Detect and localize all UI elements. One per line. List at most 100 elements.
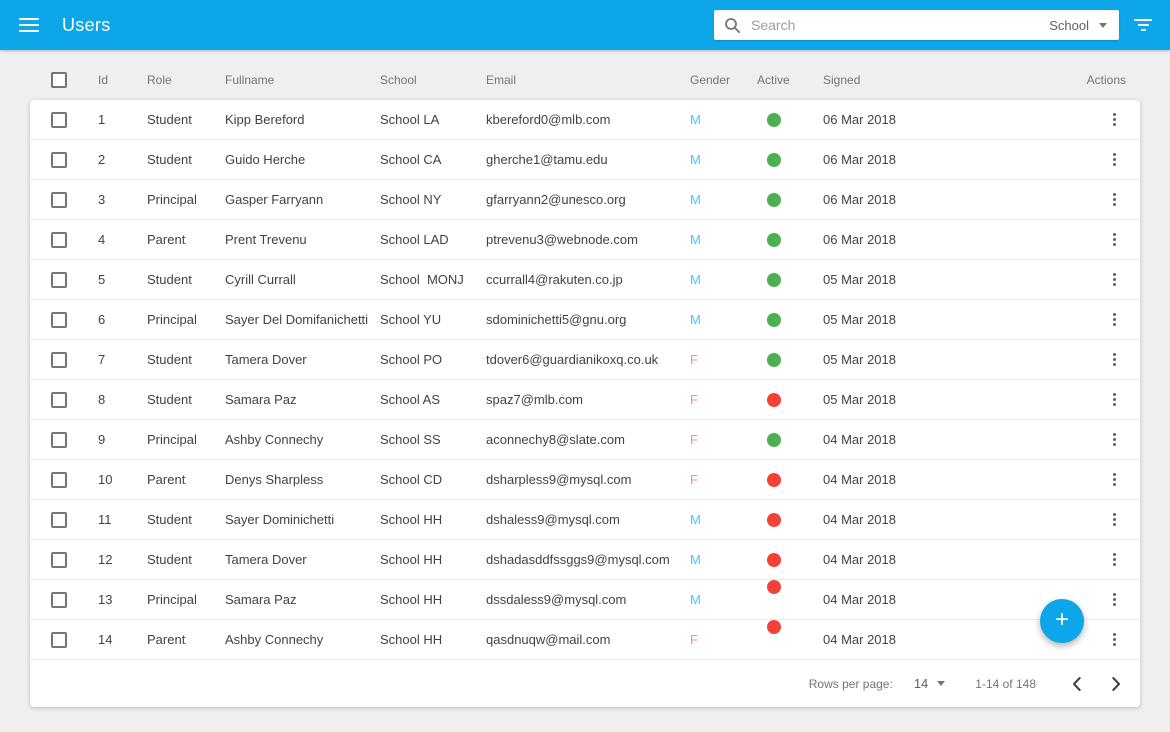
cell-id: 10 [98, 472, 113, 487]
row-checkbox[interactable] [51, 111, 67, 128]
cell-active [757, 112, 823, 127]
cell-gender: F [690, 632, 698, 647]
rows-per-page-label: Rows per page: [808, 676, 893, 691]
row-actions-kebab-icon[interactable] [1107, 269, 1122, 290]
cell-school: School CA [380, 152, 442, 167]
inactive-status-dot [767, 512, 781, 527]
row-actions-kebab-icon[interactable] [1107, 229, 1122, 250]
row-checkbox[interactable] [51, 431, 67, 448]
cell-id: 2 [98, 152, 106, 167]
row-actions-kebab-icon[interactable] [1107, 429, 1122, 450]
column-header-gender: Gender [690, 73, 731, 87]
row-actions-kebab-icon[interactable] [1107, 509, 1122, 530]
row-checkbox[interactable] [51, 151, 67, 168]
cell-role: Student [147, 152, 192, 167]
cell-role: Parent [147, 632, 186, 647]
row-actions-kebab-icon[interactable] [1107, 629, 1122, 650]
row-actions-kebab-icon[interactable] [1107, 469, 1122, 490]
search-scope-value: School [1049, 17, 1089, 33]
cell-id: 7 [98, 352, 106, 367]
cell-fullname: Tamera Dover [225, 352, 307, 367]
table-row: 10 Parent Denys Sharpless School CD dsharple… [30, 460, 1140, 500]
cell-id: 11 [98, 512, 112, 527]
row-checkbox[interactable] [51, 191, 67, 208]
row-checkbox[interactable] [51, 391, 67, 408]
row-actions-kebab-icon[interactable] [1107, 149, 1122, 170]
cell-role: Principal [147, 432, 197, 447]
row-checkbox[interactable] [51, 471, 67, 488]
table-row: 13 Principal Samara Paz School HH dssdaless9… [30, 579, 1140, 620]
row-actions-kebab-icon[interactable] [1107, 309, 1122, 330]
next-page-button[interactable] [1104, 672, 1128, 696]
cell-fullname: Guido Herche [225, 152, 306, 167]
cell-school: School HH [380, 512, 443, 527]
cell-active [757, 192, 823, 207]
cell-email: qasdnuqw@mail.com [486, 632, 611, 647]
cell-signed: 06 Mar 2018 [823, 232, 896, 247]
cell-fullname: Cyrill Currall [225, 272, 296, 287]
chevron-right-icon [1111, 676, 1120, 691]
cell-active [757, 352, 823, 367]
pagination-range-label: 1-14 of 148 [975, 676, 1036, 691]
column-header-fullname: Fullname [225, 73, 275, 87]
chevron-down-icon [1099, 22, 1107, 28]
row-actions-kebab-icon[interactable] [1107, 189, 1122, 210]
add-user-fab[interactable]: + [1040, 599, 1084, 643]
column-header-signed: Signed [823, 73, 861, 87]
inactive-status-dot [767, 619, 781, 634]
row-checkbox-cell [51, 191, 98, 208]
cell-email: ptrevenu3@webnode.com [486, 232, 638, 247]
search-scope-dropdown[interactable]: School [1049, 18, 1107, 33]
cell-active [757, 619, 823, 647]
cell-active [757, 552, 823, 567]
cell-fullname: Ashby Connechy [225, 632, 324, 647]
row-actions-kebab-icon[interactable] [1107, 589, 1122, 610]
cell-role: Parent [147, 232, 186, 247]
table-row: 7 Student Tamera Dover School PO tdover6@gua… [30, 340, 1140, 380]
row-checkbox[interactable] [51, 231, 67, 248]
rows-per-page-value: 14 [913, 676, 929, 691]
row-actions-kebab-icon[interactable] [1107, 349, 1122, 370]
cell-school: School LAD [380, 232, 449, 247]
row-checkbox[interactable] [51, 591, 67, 608]
cell-signed: 04 Mar 2018 [823, 592, 896, 607]
cell-school: School MONJ [380, 272, 464, 287]
row-checkbox[interactable] [51, 271, 67, 288]
previous-page-button[interactable] [1064, 672, 1088, 696]
cell-email: dsharpless9@mysql.com [486, 472, 632, 487]
active-status-dot [767, 152, 781, 167]
header-checkbox-cell [51, 72, 98, 88]
row-actions-kebab-icon[interactable] [1107, 389, 1122, 410]
cell-id: 4 [98, 232, 106, 247]
search-box[interactable]: School [714, 10, 1119, 40]
cell-school: School LA [380, 112, 440, 127]
row-checkbox[interactable] [51, 351, 67, 368]
cell-email: sdominichetti5@gnu.org [486, 312, 627, 327]
row-checkbox[interactable] [51, 311, 67, 328]
row-checkbox[interactable] [51, 631, 67, 648]
cell-role: Student [147, 352, 192, 367]
table-row: 1 Student Kipp Bereford School LA kbereford0… [30, 100, 1140, 140]
filter-list-icon[interactable] [1134, 19, 1152, 31]
column-header-school: School [380, 73, 417, 87]
plus-icon: + [1054, 606, 1069, 633]
inactive-status-dot [767, 552, 781, 567]
rows-per-page-select[interactable]: 14 [913, 676, 946, 691]
row-checkbox-cell [51, 111, 98, 128]
row-actions-kebab-icon[interactable] [1107, 109, 1122, 130]
cell-fullname: Tamera Dover [225, 552, 307, 567]
cell-id: 13 [98, 592, 113, 607]
cell-fullname: Prent Trevenu [225, 232, 307, 247]
select-all-checkbox[interactable] [51, 72, 67, 88]
row-checkbox-cell [51, 351, 98, 368]
cell-email: tdover6@guardianikoxq.co.uk [486, 352, 659, 367]
search-input[interactable] [751, 17, 1050, 33]
hamburger-menu-icon[interactable] [19, 18, 39, 32]
active-status-dot [767, 112, 781, 127]
table-row: 2 Student Guido Herche School CA gherche1@ta… [30, 140, 1140, 180]
cell-signed: 04 Mar 2018 [823, 512, 896, 527]
row-checkbox[interactable] [51, 551, 67, 568]
row-checkbox[interactable] [51, 511, 67, 528]
cell-signed: 04 Mar 2018 [823, 472, 896, 487]
row-actions-kebab-icon[interactable] [1107, 549, 1122, 570]
